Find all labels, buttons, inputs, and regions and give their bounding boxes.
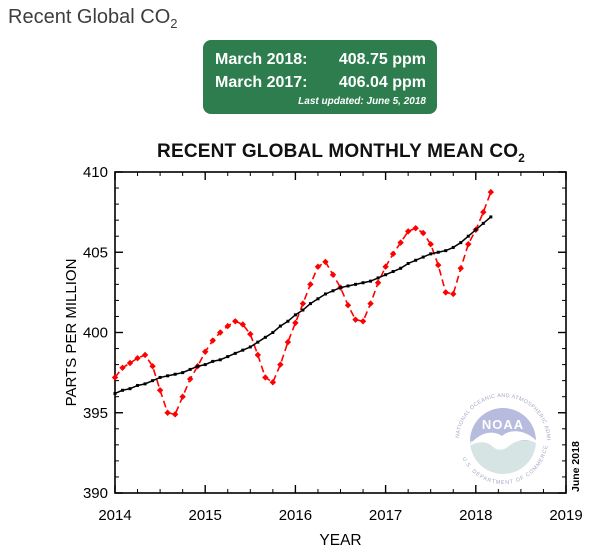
monthly-mean-series [111, 188, 495, 418]
svg-text:2018: 2018 [459, 507, 492, 524]
svg-text:2015: 2015 [189, 507, 222, 524]
axis-ticks [114, 171, 567, 494]
page-title-subscript: 2 [170, 16, 178, 31]
x-axis-title: YEAR [319, 532, 361, 549]
noaa-logo-text: NOAA [482, 417, 524, 432]
svg-text:410: 410 [83, 164, 108, 181]
svg-text:2019: 2019 [549, 507, 582, 524]
svg-text:390: 390 [83, 485, 108, 502]
summary-label-2017: March 2017: [215, 74, 308, 91]
chart-title-text: RECENT GLOBAL MONTHLY MEAN CO [157, 141, 519, 162]
summary-row-2017: March 2017: 406.04 ppm [215, 71, 426, 94]
page-title-text: Recent Global CO [8, 6, 171, 28]
svg-text:2014: 2014 [98, 507, 131, 524]
y-axis-title: PARTS PER MILLION [63, 259, 80, 407]
trend-series [113, 215, 493, 395]
summary-label-2018: March 2018: [215, 51, 308, 68]
summary-row-2018: March 2018: 408.75 ppm [215, 48, 426, 71]
chart-title-subscript: 2 [518, 151, 525, 165]
svg-text:2016: 2016 [279, 507, 312, 524]
summary-value-2017: 406.04 ppm [338, 74, 426, 91]
svg-text:405: 405 [83, 244, 108, 261]
chart-title: RECENT GLOBAL MONTHLY MEAN CO2 [115, 141, 567, 165]
svg-text:2017: 2017 [369, 507, 402, 524]
chart-date-note: June 2018 [570, 441, 582, 492]
co2-summary-box: March 2018: 408.75 ppm March 2017: 406.0… [203, 40, 437, 114]
summary-value-2018: 408.75 ppm [338, 51, 426, 68]
page-title: Recent Global CO2 [8, 6, 178, 31]
last-updated-note: Last updated: June 5, 2018 [298, 96, 426, 107]
axis-tick-labels: 390 395 400 405 410 2014 2015 2016 2017 2018 2019 [83, 164, 583, 524]
svg-text:400: 400 [83, 325, 108, 342]
svg-text:395: 395 [83, 405, 108, 422]
noaa-logo-arc-top: NATIONAL OCEANIC AND ATMOSPHERIC ADMINIS… [0, 0, 551, 441]
